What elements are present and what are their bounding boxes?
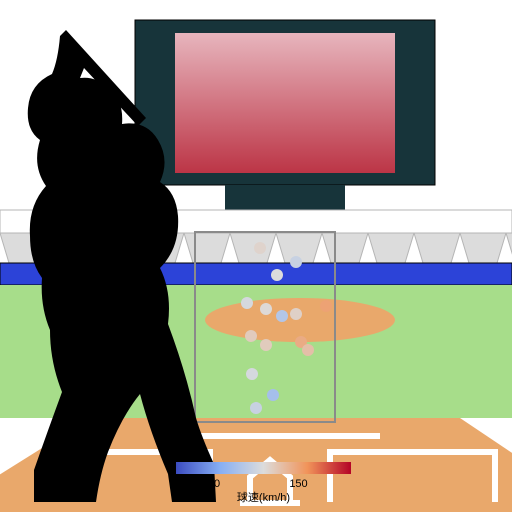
pitch-marker (302, 344, 314, 356)
pitch-marker (246, 368, 258, 380)
pitch-location-chart: 100 150 球速(km/h) (0, 0, 512, 512)
colorbar-title: 球速(km/h) (237, 490, 290, 504)
svg-text:100: 100 (202, 478, 220, 490)
pitch-marker (320, 300, 332, 312)
pitch-marker (254, 242, 266, 254)
pitch-marker (250, 402, 262, 414)
svg-text:150: 150 (289, 478, 307, 490)
pitch-marker (290, 308, 302, 320)
pitch-marker (241, 297, 253, 309)
pitchers-mound (205, 298, 395, 342)
scoreboard-screen (175, 33, 395, 173)
pitch-marker (290, 256, 302, 268)
pitch-marker (276, 310, 288, 322)
pitch-marker (260, 303, 272, 315)
colorbar-gradient (176, 462, 351, 474)
pitch-marker (260, 339, 272, 351)
pitch-marker (271, 269, 283, 281)
pitch-marker (267, 389, 279, 401)
pitch-marker (245, 330, 257, 342)
